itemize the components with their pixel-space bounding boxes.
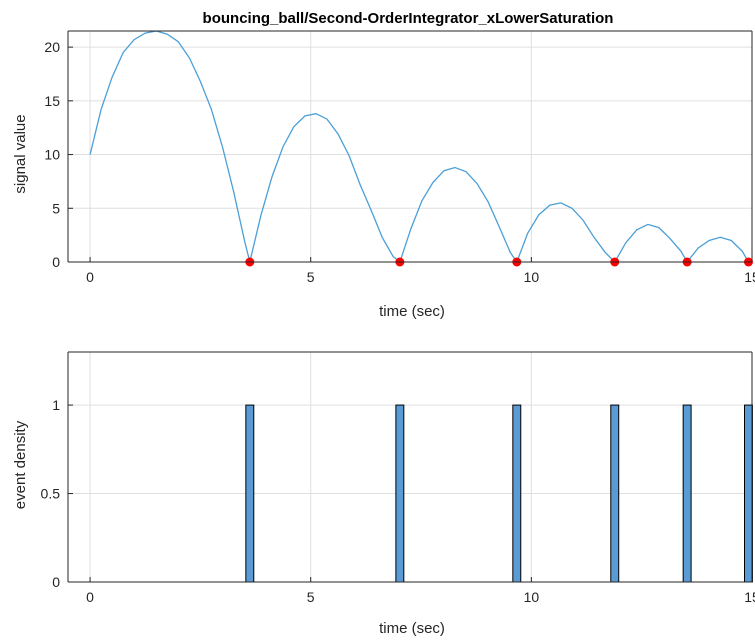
- y-tick-label: 1: [52, 397, 60, 413]
- event-bar: [610, 404, 620, 583]
- signal-plot-xlabel: time (sec): [379, 303, 445, 320]
- event-bar: [395, 404, 405, 583]
- x-tick-label: 15: [744, 269, 755, 285]
- signal-plot-axes: [67, 30, 753, 263]
- event-density-plot-ylabel: event density: [12, 420, 29, 509]
- event-density-plot-grid: [68, 352, 753, 583]
- y-tick-label: 15: [44, 93, 60, 109]
- event-bar: [682, 404, 692, 583]
- x-tick-label: 0: [86, 269, 94, 285]
- event-density-plot-axes: [67, 351, 753, 583]
- y-tick-label: 0.5: [41, 486, 61, 502]
- x-tick-label: 10: [524, 589, 540, 605]
- signal-plot-series: [89, 30, 753, 267]
- x-tick-label: 10: [524, 269, 540, 285]
- x-tick-label: 5: [307, 589, 315, 605]
- y-tick-label: 0: [52, 254, 60, 270]
- y-tick-label: 5: [52, 200, 60, 216]
- signal-plot: 0 5 10 15 0 5 10 15 20 time (sec) signal value: [12, 30, 755, 320]
- x-tick-label: 5: [307, 269, 315, 285]
- chart-title: bouncing_ball/Second-OrderIntegrator_xLo…: [203, 10, 614, 27]
- y-tick-label: 20: [44, 39, 60, 55]
- x-tick-label: 15: [744, 589, 755, 605]
- signal-plot-ticks: 0 5 10 15 0 5 10 15 20: [44, 39, 755, 285]
- event-bar: [743, 404, 753, 583]
- event-density-plot-xlabel: time (sec): [379, 620, 445, 637]
- x-tick-label: 0: [86, 589, 94, 605]
- event-density-plot: 0 5 10 15 0 0.5 1 time (sec) event density: [12, 351, 755, 637]
- signal-line: [89, 30, 750, 264]
- y-tick-label: 0: [52, 574, 60, 590]
- y-tick-label: 10: [44, 147, 60, 163]
- event-density-plot-bars: [245, 404, 753, 583]
- signal-plot-ylabel: signal value: [12, 114, 29, 193]
- signal-plot-grid: [68, 31, 753, 263]
- event-bar: [512, 404, 522, 583]
- event-bar: [245, 404, 255, 583]
- event-density-plot-ticks: 0 5 10 15 0 0.5 1: [41, 397, 755, 605]
